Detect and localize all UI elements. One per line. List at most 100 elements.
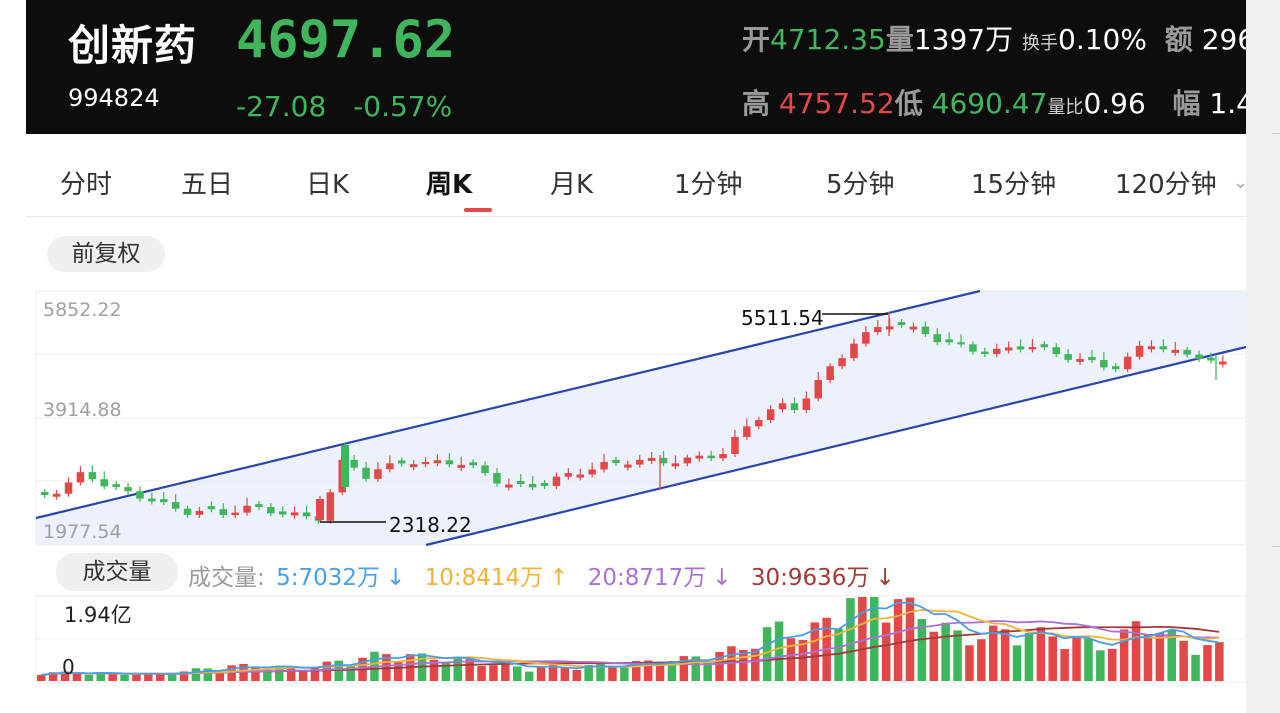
channel-lower-line	[425, 345, 1247, 547]
volume-bar	[275, 665, 284, 681]
vol-ma10-value: 10:8414万	[424, 565, 544, 591]
volume-bar	[929, 631, 938, 681]
candle-body	[945, 339, 953, 343]
tab-intraday[interactable]: 分时	[60, 170, 113, 200]
candle-body	[731, 436, 739, 455]
volume-bar	[489, 665, 498, 681]
candle-body	[1159, 346, 1168, 350]
candle-body	[386, 463, 394, 470]
candle-body	[100, 479, 108, 487]
vol-ma30-value: 30:9636万	[750, 565, 870, 591]
candle-body	[766, 409, 775, 420]
open-value: 4712.35	[770, 23, 886, 56]
volume-bar	[560, 667, 570, 681]
volume-bar	[286, 666, 296, 681]
volume-bar	[524, 671, 534, 681]
volume-bar	[655, 665, 665, 681]
volume-bar	[156, 673, 165, 681]
low-value: 4690.47	[931, 87, 1048, 120]
candle-body	[850, 343, 858, 359]
adjust-mode-button[interactable]: 前复权	[47, 236, 165, 272]
candle-body	[1147, 346, 1156, 350]
volume-bar	[703, 663, 712, 681]
volume-bar	[1024, 633, 1034, 681]
amplitude-label: 幅	[1172, 87, 1201, 120]
candle-body	[160, 499, 168, 503]
tab-1-minute[interactable]: 1分钟	[674, 170, 743, 200]
stock-name: 创新药	[68, 21, 198, 70]
volume-indicator-button[interactable]: 成交量	[56, 553, 178, 591]
candle-body	[469, 462, 477, 466]
candle-body	[1016, 346, 1025, 350]
vol-ma20-line	[40, 620, 1220, 676]
tab-15-minute[interactable]: 15分钟	[971, 170, 1057, 200]
tab-weekly-k[interactable]: 周K	[426, 170, 473, 200]
volume-bar	[441, 662, 451, 681]
volume-bar	[346, 665, 355, 681]
volratio-label: 量比	[1047, 97, 1084, 118]
volume-bar	[1167, 629, 1176, 681]
amplitude-value: 1.42%	[1209, 87, 1246, 120]
vol-ma10-entry: 10:8414万 ↑	[425, 565, 575, 591]
vol-ma20-value: 20:8717万	[587, 565, 707, 591]
volume-bar	[513, 666, 522, 681]
candle-body	[802, 398, 811, 411]
volume-bar	[893, 599, 903, 681]
y-label-low: 1977.54	[43, 521, 122, 543]
volume-bar	[584, 665, 593, 681]
candle-body	[124, 487, 132, 492]
volume-bar	[310, 667, 320, 681]
volume-bar	[965, 645, 974, 681]
tab-five-day[interactable]: 五日	[181, 170, 234, 200]
candle-body	[576, 474, 584, 478]
edge-tick	[1272, 133, 1280, 134]
candle-body	[1088, 357, 1096, 361]
volume-bar	[501, 663, 510, 681]
candle-body	[1100, 360, 1108, 368]
volume-bar	[620, 666, 629, 681]
vol-ma5-value: 5:7032万	[276, 565, 380, 591]
candle-body	[243, 505, 251, 513]
candle-body	[409, 464, 418, 468]
volume-bar	[251, 667, 260, 681]
chevron-down-icon[interactable]: ⌄	[1233, 172, 1249, 193]
tab-monthly-k[interactable]: 月K	[550, 170, 594, 200]
tab-daily-k[interactable]: 日K	[306, 170, 350, 200]
candle-body	[136, 491, 144, 499]
channel-upper-line	[35, 289, 981, 520]
volume-bar	[596, 663, 605, 681]
volume-bar	[727, 646, 736, 681]
volume-bar	[881, 622, 891, 681]
low-label: 低	[894, 87, 923, 120]
candle-body	[1195, 354, 1203, 360]
volume-bar	[322, 661, 332, 681]
candle-body	[719, 454, 727, 459]
tab-120-minute[interactable]: 120分钟	[1115, 170, 1217, 200]
quote-header: 创新药 994824 4697.62 -27.08 -0.57% 开4712.3…	[26, 0, 1246, 134]
volume-bar	[227, 665, 236, 681]
volume-bar	[465, 659, 474, 681]
stock-code: 994824	[68, 84, 160, 112]
max-price-label: 5511.54	[741, 306, 824, 330]
candle-body	[981, 351, 989, 355]
volume-bar	[144, 673, 153, 681]
candle-body	[493, 473, 501, 484]
tab-5-minute[interactable]: 5分钟	[826, 170, 895, 200]
volume-bar	[798, 639, 808, 681]
vol-ma5-entry: 5:7032万 ↓	[276, 565, 411, 591]
volume-bar	[1048, 636, 1057, 681]
candle-body	[695, 455, 703, 459]
candle-body	[290, 512, 299, 516]
volume-bar	[120, 674, 129, 681]
candle-body	[316, 499, 324, 520]
candle-body	[1040, 344, 1049, 348]
candle-body	[528, 484, 537, 488]
volume-bar	[48, 672, 58, 681]
volume-bar	[667, 661, 677, 681]
candle-body	[76, 472, 85, 483]
volume-bar	[691, 656, 700, 681]
candle-body	[921, 326, 930, 335]
candle-body	[183, 508, 192, 515]
turnover-label: 换手	[1022, 33, 1058, 54]
